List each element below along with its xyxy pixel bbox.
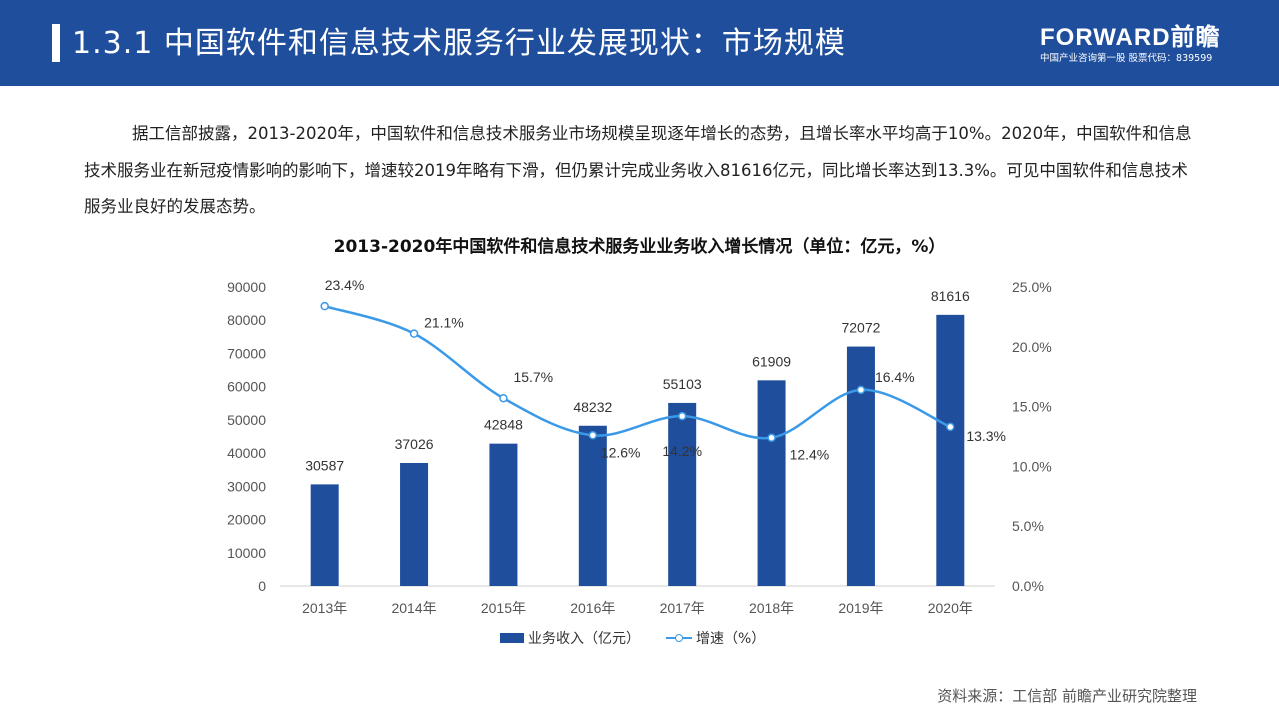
growth-data-label: 12.4%	[790, 447, 830, 463]
y-right-tick-label: 10.0%	[1012, 458, 1052, 474]
y-right-tick-label: 25.0%	[1012, 279, 1052, 295]
intro-paragraph: 据工信部披露，2013-2020年，中国软件和信息技术服务业市场规模呈现逐年增长…	[84, 124, 1192, 216]
chart-title: 2013-2020年中国软件和信息技术服务业业务收入增长情况（单位：亿元，%）	[333, 237, 946, 257]
growth-point	[946, 422, 955, 432]
forward-logo: FORWARD前瞻 中国产业咨询第一股 股票代码：839599	[1040, 24, 1240, 68]
page-title: 1.3.1 中国软件和信息技术服务行业发展现状：市场规模	[72, 26, 846, 61]
growth-data-label: 12.6%	[601, 444, 641, 460]
y-left-tick-label: 50000	[227, 412, 266, 428]
source-note: 资料来源：工信部 前瞻产业研究院整理	[937, 687, 1197, 705]
legend-label-growth: 增速（%）	[696, 631, 766, 647]
y-left-tick-label: 80000	[227, 312, 266, 328]
revenue-data-label: 37026	[395, 436, 434, 452]
y-left-tick-label: 0	[258, 578, 266, 594]
revenue-bar	[578, 425, 607, 586]
growth-point	[677, 411, 687, 421]
legend-item-revenue: 业务收入（亿元）	[500, 628, 640, 648]
revenue-bar	[668, 402, 697, 586]
y-right-tick-label: 5.0%	[1012, 518, 1044, 534]
header-accent-bar	[52, 24, 60, 62]
x-tick-label: 2019年	[838, 600, 883, 616]
revenue-bar	[846, 346, 875, 586]
x-tick-label: 2017年	[660, 600, 705, 616]
revenue-data-label: 72072	[841, 320, 880, 336]
legend-bar-swatch	[500, 633, 524, 643]
revenue-data-label: 61909	[752, 353, 791, 369]
x-tick-label: 2013年	[302, 600, 347, 616]
revenue-data-label: 55103	[663, 376, 702, 392]
x-tick-label: 2020年	[928, 600, 973, 616]
y-left-tick-label: 70000	[227, 345, 266, 361]
legend-label-revenue: 业务收入（亿元）	[528, 631, 640, 647]
growth-data-label: 14.2%	[662, 443, 702, 459]
y-right-tick-label: 0.0%	[1012, 578, 1044, 594]
revenue-bar	[310, 484, 339, 586]
y-left-tick-label: 60000	[227, 379, 266, 395]
chart-legend: 业务收入（亿元） 增速（%）	[500, 628, 791, 648]
x-tick-label: 2014年	[391, 600, 436, 616]
growth-point	[856, 385, 866, 395]
x-tick-label: 2018年	[749, 600, 794, 616]
revenue-bar	[757, 380, 786, 586]
legend-line-swatch	[666, 631, 692, 645]
y-left-tick-label: 20000	[227, 512, 266, 528]
revenue-data-label: 48232	[573, 399, 612, 415]
growth-data-label: 23.4%	[325, 277, 365, 293]
growth-point	[320, 301, 329, 311]
x-tick-label: 2015年	[481, 600, 526, 616]
revenue-bar	[489, 443, 518, 586]
y-left-tick-label: 10000	[227, 545, 266, 561]
y-right-tick-label: 20.0%	[1012, 339, 1052, 355]
growth-data-label: 13.3%	[966, 428, 1006, 444]
y-right-tick-label: 15.0%	[1012, 399, 1052, 415]
growth-point	[499, 393, 508, 403]
growth-point	[588, 431, 598, 440]
revenue-data-label: 42848	[484, 417, 523, 433]
revenue-data-label: 81616	[931, 288, 970, 304]
growth-point	[767, 433, 776, 442]
header-banner: 1.3.1 中国软件和信息技术服务行业发展现状：市场规模 FORWARD前瞻 中…	[0, 0, 1279, 86]
legend-item-growth: 增速（%）	[666, 628, 765, 648]
x-tick-label: 2016年	[570, 600, 615, 616]
y-left-tick-label: 30000	[227, 478, 266, 494]
revenue-bar	[400, 462, 429, 586]
growth-data-label: 16.4%	[875, 369, 915, 385]
growth-data-label: 15.7%	[513, 369, 553, 385]
growth-point	[409, 329, 419, 338]
revenue-data-label: 30587	[305, 457, 344, 473]
y-left-tick-label: 40000	[227, 445, 266, 461]
y-left-tick-label: 90000	[227, 279, 266, 295]
logo-wordmark: FORWARD前瞻	[1040, 24, 1221, 51]
logo-tagline: 中国产业咨询第一股 股票代码：839599	[1040, 53, 1213, 64]
revenue-bar	[936, 314, 965, 586]
growth-data-label: 21.1%	[424, 315, 464, 331]
